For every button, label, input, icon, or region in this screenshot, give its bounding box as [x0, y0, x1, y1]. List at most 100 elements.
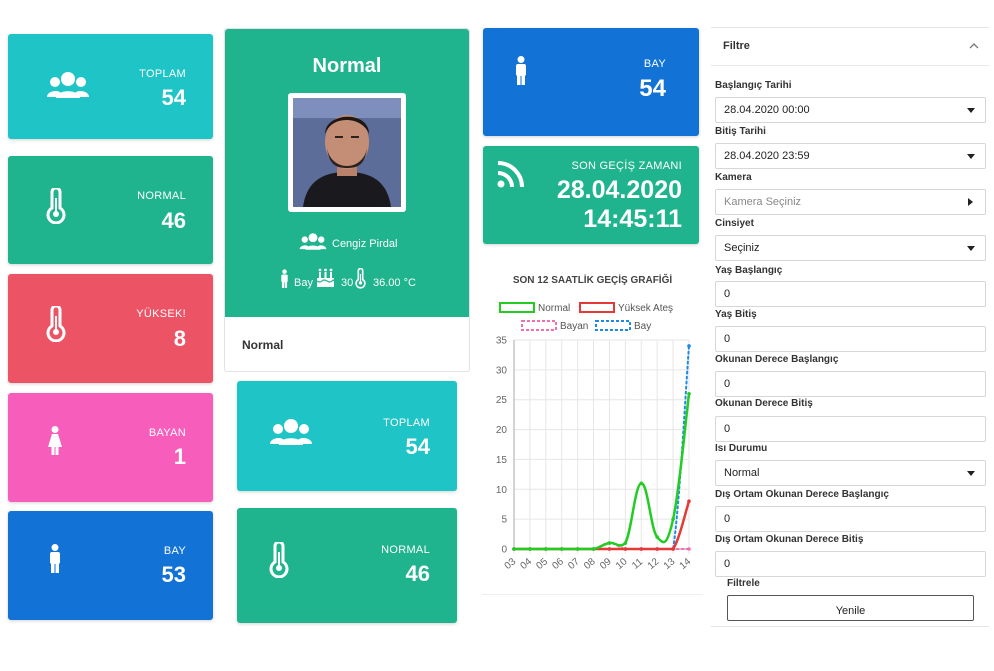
data-point	[607, 547, 612, 551]
stat-label: TOPLAM	[139, 68, 186, 80]
filter-field-value: 0	[724, 378, 731, 390]
x-tick-label: 11	[630, 556, 645, 571]
stat-card-female: BAYAN 1	[8, 393, 213, 502]
filter-field-value: 0	[724, 558, 731, 570]
caret-down-icon	[967, 154, 975, 159]
stat-card-total-2: TOPLAM 54	[237, 381, 457, 491]
caret-right-icon	[968, 198, 973, 206]
last-pass-time: 14:45:11	[583, 205, 682, 233]
filter-submit-label[interactable]: Filtrele	[727, 578, 760, 589]
filter-input[interactable]: 0	[715, 416, 986, 442]
filter-field-label: Dış Ortam Okunan Derece Başlangıç	[715, 489, 889, 500]
filter-field-value: Seçiniz	[724, 242, 760, 254]
filter-select[interactable]: Kamera Seçiniz	[715, 189, 986, 215]
x-tick-label: 10	[614, 556, 630, 572]
last-pass-label: SON GEÇİŞ ZAMANI	[571, 160, 682, 172]
legend-swatch	[579, 302, 615, 313]
birthday-cake-icon	[316, 268, 335, 287]
data-point	[687, 499, 691, 504]
filter-field-value: 0	[724, 288, 731, 300]
stat-value: 1	[173, 444, 186, 469]
person-age: 30	[341, 277, 354, 289]
filter-select[interactable]: Seçiniz	[715, 235, 986, 261]
stat-value: 8	[173, 326, 186, 351]
y-tick-label: 5	[501, 515, 507, 526]
stat-card-normal-2: NORMAL 46	[237, 508, 457, 623]
data-point	[575, 547, 580, 551]
legend-swatch	[499, 302, 535, 313]
chevron-up-icon[interactable]	[969, 43, 979, 49]
stat-value: 46	[161, 208, 186, 233]
filter-field-value: 28.04.2020 23:59	[724, 150, 810, 162]
filter-input[interactable]: 0	[715, 371, 986, 397]
person-temperature: 36.00 °C	[373, 277, 416, 289]
legend-swatch	[521, 320, 557, 331]
filter-field-label: Yaş Bitiş	[715, 309, 757, 320]
filter-field-label: Kamera	[715, 172, 752, 183]
y-tick-label: 15	[496, 455, 508, 466]
last-person-card: Normal Cengiz Pirdal Bay 30	[224, 28, 470, 372]
stat-value: 54	[405, 434, 430, 459]
person-status: Normal	[312, 55, 382, 77]
last-pass-date: 28.04.2020	[556, 176, 682, 204]
stat-card-male-3: BAY 54	[483, 28, 699, 136]
stat-card-total: TOPLAM 54	[8, 34, 213, 139]
series-line	[513, 344, 690, 550]
filter-input[interactable]: 0	[715, 326, 986, 352]
filter-title: Filtre	[723, 40, 750, 52]
data-point	[623, 541, 628, 545]
x-tick-label: 12	[646, 556, 662, 572]
filter-field-label: Yaş Başlangıç	[715, 265, 783, 276]
rss-icon	[497, 161, 524, 188]
data-point	[559, 547, 564, 551]
person-photo	[288, 93, 406, 212]
male-icon	[50, 544, 60, 573]
filter-field-label: Başlangıç Tarihi	[715, 80, 792, 91]
filter-input[interactable]: 0	[715, 551, 986, 577]
hourly-pass-chart: SON 12 SAATLİK GEÇİŞ GRAFİĞİ Normal Yükse…	[482, 255, 703, 595]
male-icon	[281, 269, 288, 288]
y-tick-label: 0	[501, 545, 507, 556]
x-tick-label: 09	[598, 556, 614, 572]
chart-title: SON 12 SAATLİK GEÇİŞ GRAFİĞİ	[512, 275, 673, 286]
data-point	[639, 547, 644, 551]
thermometer-icon	[46, 188, 66, 224]
data-point	[544, 547, 548, 551]
legend-label: Normal	[538, 303, 570, 314]
caret-down-icon	[967, 246, 975, 251]
series-line	[512, 392, 691, 551]
data-point	[591, 547, 596, 551]
male-icon	[516, 56, 526, 85]
y-tick-label: 30	[496, 365, 508, 376]
data-point	[623, 547, 628, 551]
filter-input[interactable]: 0	[715, 506, 986, 532]
filter-field-label: Isı Durumu	[715, 443, 768, 454]
stat-label: NORMAL	[137, 190, 186, 202]
filter-header[interactable]: Filtre	[711, 28, 989, 66]
filter-field-value: 0	[724, 513, 731, 525]
thermometer-icon	[46, 306, 66, 342]
x-tick-label: 03	[503, 556, 519, 572]
filter-select[interactable]: 28.04.2020 23:59	[715, 143, 986, 169]
caret-down-icon	[967, 471, 975, 476]
x-tick-label: 06	[550, 556, 566, 572]
thermometer-icon	[355, 268, 366, 289]
filter-field-label: Okunan Derece Başlangıç	[715, 354, 839, 365]
last-pass-time-card: SON GEÇİŞ ZAMANI 28.04.2020 14:45:11	[483, 146, 699, 244]
last-person-header: Normal Cengiz Pirdal Bay 30	[225, 29, 469, 317]
data-point	[528, 547, 532, 551]
stat-label: TOPLAM	[383, 417, 430, 429]
legend-label: Bayan	[560, 321, 588, 332]
y-tick-label: 35	[496, 336, 508, 347]
x-tick-label: 08	[582, 556, 598, 572]
filter-field-value: 0	[724, 333, 731, 345]
refresh-button[interactable]: Yenile	[727, 595, 974, 621]
filter-select[interactable]: 28.04.2020 00:00	[715, 97, 986, 123]
person-name: Cengiz Pirdal	[332, 238, 398, 250]
filter-select[interactable]: Normal	[715, 460, 986, 486]
users-icon	[47, 72, 89, 98]
stat-label: BAY	[163, 545, 186, 557]
filter-field-value: Kamera Seçiniz	[724, 196, 802, 208]
filter-input[interactable]: 0	[715, 281, 986, 307]
